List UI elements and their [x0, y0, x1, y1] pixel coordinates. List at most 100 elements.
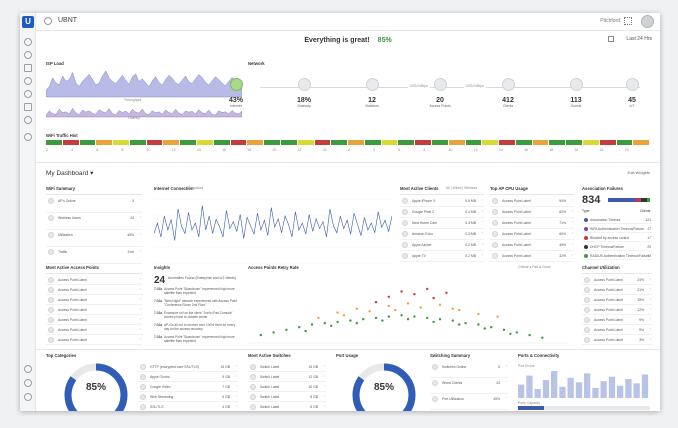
notifications-icon[interactable]: [24, 379, 32, 387]
ap-usage-row[interactable]: Access Point Label 45% ›: [490, 240, 574, 249]
row-divider: [248, 401, 326, 402]
devices-icon[interactable]: [24, 77, 32, 85]
active-ap-row[interactable]: Access Point Label ›: [46, 335, 142, 344]
active-ap-row[interactable]: Access Point Label ›: [46, 315, 142, 324]
row-divider: [138, 371, 238, 372]
channel-row[interactable]: Access Point Label 15% ›: [582, 295, 652, 304]
network-node-5[interactable]: 113 Guests: [556, 78, 596, 108]
switching-row[interactable]: Port Utilization 45% ›: [430, 394, 508, 403]
chevron-right-icon: ›: [505, 380, 507, 384]
network-node-3[interactable]: 20 Access Points: [420, 78, 460, 108]
ap-usage-row[interactable]: Access Point Label 94% ›: [490, 196, 574, 205]
site-name[interactable]: UBNT: [58, 17, 78, 24]
ap-usage-row[interactable]: Access Point Label 71% ›: [490, 218, 574, 227]
access-point-icon: [48, 276, 54, 283]
time-range-select[interactable]: Last 24 Hrs: [626, 36, 652, 42]
site-icon[interactable]: [44, 17, 52, 25]
ap-usage-row[interactable]: Access Point Label 82% ›: [490, 207, 574, 216]
switch-row[interactable]: Switch Label 12 GB ›: [248, 372, 326, 381]
wifi-summary-row[interactable]: Utilization 45% ›: [46, 230, 142, 239]
network-node-value: 113: [570, 97, 582, 104]
switch-row[interactable]: Switch Label 8 GB ›: [248, 392, 326, 401]
client-row[interactable]: Apple iPhone X 0.5 MB ›: [400, 196, 484, 205]
client-row[interactable]: Apple TV 0.2 MB ›: [400, 251, 484, 260]
map-icon[interactable]: [24, 64, 32, 72]
failure-row[interactable]: RADIUS Authentication Timeout/Failure 13: [582, 251, 652, 260]
switching-row[interactable]: Wired Clients 24 ›: [430, 378, 508, 387]
active-ap-row[interactable]: Access Point Label ›: [46, 285, 142, 294]
switch-row[interactable]: Switch Label 6 GB ›: [248, 402, 326, 411]
active-ap-row[interactable]: Access Point Label ›: [46, 305, 142, 314]
status-text: Everything is great!: [304, 37, 370, 44]
category-row[interactable]: Apple iTunes 9 GB ›: [138, 372, 238, 381]
chevron-right-icon: ›: [481, 242, 483, 246]
avatar[interactable]: [641, 15, 654, 28]
wifi-summary-row[interactable]: Traffic 9 kb ›: [46, 247, 142, 256]
ap-usage-row[interactable]: Access Point Label 66% ›: [490, 229, 574, 238]
retry-point: [458, 323, 461, 326]
wifi-summary-row[interactable]: AP's Online 3 ›: [46, 196, 142, 205]
failure-row[interactable]: Association Timeout 121: [582, 215, 652, 224]
category-row[interactable]: Google Video 7 GB ›: [138, 382, 238, 391]
chevron-right-icon: ›: [649, 337, 651, 341]
wifi-summary-row[interactable]: Wireless Users 24 ›: [46, 213, 142, 222]
user-name[interactable]: Pitchford: [600, 18, 620, 24]
switch-row[interactable]: Switch Label 15 GB ›: [248, 362, 326, 371]
category-row-name: Apple iTunes: [150, 374, 170, 379]
network-node-1[interactable]: 18% Gateway: [284, 78, 324, 108]
row-divider: [46, 344, 142, 345]
retry-point: [483, 327, 486, 330]
client-filter-tabs[interactable]: All | Wired | Wireless: [446, 186, 478, 190]
active-ap-row-name: Access Point Label: [58, 307, 87, 312]
category-row[interactable]: HTTP (encrypted over SSL/TLS) 15 GB ›: [138, 362, 238, 371]
events-icon[interactable]: [24, 116, 32, 124]
statistics-icon[interactable]: [24, 51, 32, 59]
failure-row[interactable]: Blocked by access control 17: [582, 233, 652, 242]
network-node-4[interactable]: 412 Clients: [488, 78, 528, 108]
clients-icon[interactable]: [24, 90, 32, 98]
channel-row[interactable]: Access Point Label 3% ›: [582, 335, 652, 344]
channel-row[interactable]: Access Point Label 5% ›: [582, 325, 652, 334]
category-row[interactable]: Web Streaming 5 GB ›: [138, 392, 238, 401]
download-label[interactable]: Download: [188, 186, 204, 190]
switch-row[interactable]: Switch Label 10 GB ›: [248, 382, 326, 391]
client-row[interactable]: Google Pixel 2 0.4 MB ›: [400, 207, 484, 216]
ap-usage-row[interactable]: Access Point Label 32% ›: [490, 251, 574, 260]
network-node-2[interactable]: 12 Switches: [352, 78, 392, 108]
experience-segment: [398, 140, 415, 145]
port-error-bar: [534, 389, 541, 398]
active-ap-row[interactable]: Access Point Label ›: [46, 275, 142, 284]
switch-icon: [250, 383, 256, 390]
alerts-icon[interactable]: [24, 365, 32, 373]
calendar-icon[interactable]: [608, 36, 614, 42]
failure-row[interactable]: DHCP Timeout/Failure 29: [582, 242, 652, 251]
channel-row[interactable]: Access Point Label 9% ›: [582, 315, 652, 324]
chevron-right-icon: ›: [139, 249, 141, 253]
active-ap-row[interactable]: Access Point Label ›: [46, 325, 142, 334]
channel-row[interactable]: Access Point Label 12% ›: [582, 305, 652, 314]
network-node-6[interactable]: 45 IoT: [612, 78, 652, 108]
client-row[interactable]: Nest Home Cam 0.3 MB ›: [400, 218, 484, 227]
port-error-bar: [526, 375, 533, 398]
channel-row[interactable]: Access Point Label 21% ›: [582, 285, 652, 294]
active-ap-row[interactable]: Access Point Label ›: [46, 295, 142, 304]
row-divider: [582, 304, 652, 305]
client-row[interactable]: Amazon Echo 0.3 MB ›: [400, 229, 484, 238]
experience-hour-label: 16: [524, 148, 528, 152]
port-error-bar: [617, 385, 624, 398]
failure-row[interactable]: WPA Authentication Timeout/Failure 17: [582, 224, 652, 233]
channel-row[interactable]: Access Point Label 24% ›: [582, 275, 652, 284]
apps-grid-icon[interactable]: [624, 17, 632, 25]
insights-icon[interactable]: [24, 103, 32, 111]
category-row[interactable]: SSL/TLS 4 GB ›: [138, 402, 238, 411]
dashboard-icon[interactable]: [24, 38, 32, 46]
settings-icon[interactable]: [24, 393, 32, 401]
ubiquiti-logo[interactable]: U: [22, 16, 34, 28]
client-row[interactable]: Apple Airport 0.2 MB ›: [400, 240, 484, 249]
network-node-0[interactable]: 43% Internet: [216, 78, 256, 108]
insight-time: 7:31a: [154, 335, 163, 339]
dashboard-title[interactable]: My Dashboard ▾: [46, 170, 94, 177]
chat-icon[interactable]: [24, 133, 32, 141]
edit-widgets-link[interactable]: Edit Widgets: [627, 170, 650, 175]
switching-row[interactable]: Switches Online 5 ›: [430, 362, 508, 371]
